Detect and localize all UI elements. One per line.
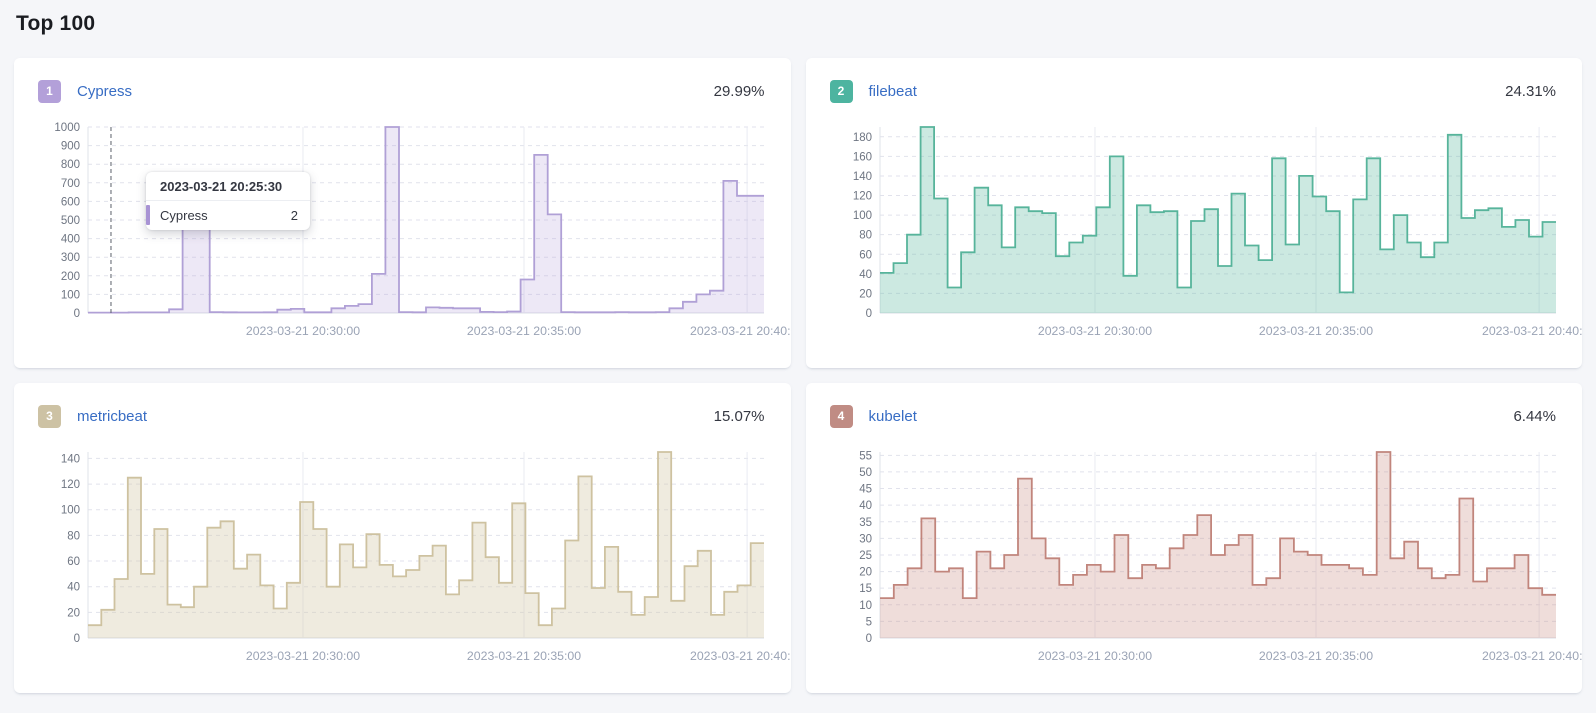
svg-text:5: 5 bbox=[865, 616, 871, 628]
rank-badge: 2 bbox=[829, 79, 853, 103]
svg-text:2023-03-21 20:40:00: 2023-03-21 20:40:00 bbox=[1482, 324, 1582, 338]
series-link-cypress[interactable]: Cypress bbox=[77, 82, 133, 100]
svg-text:40: 40 bbox=[859, 269, 872, 281]
svg-text:120: 120 bbox=[852, 191, 871, 203]
panel-header: 4 kubelet 6.44% bbox=[829, 403, 1565, 429]
svg-text:60: 60 bbox=[859, 249, 872, 261]
svg-text:2023-03-21 20:35:00: 2023-03-21 20:35:00 bbox=[467, 324, 581, 338]
svg-text:40: 40 bbox=[67, 582, 80, 594]
svg-text:20: 20 bbox=[67, 607, 80, 619]
panel-header: 1 Cypress 29.99% bbox=[38, 78, 773, 104]
svg-text:600: 600 bbox=[61, 196, 80, 208]
svg-text:0: 0 bbox=[865, 308, 871, 320]
svg-text:20: 20 bbox=[859, 567, 872, 579]
svg-text:0: 0 bbox=[74, 308, 80, 320]
svg-text:25: 25 bbox=[859, 550, 872, 562]
chart-cypress[interactable]: 0 100 200 300 400 500 600 700 800 900 1000 2023-03-… bbox=[38, 122, 790, 339]
svg-text:140: 140 bbox=[61, 453, 80, 465]
svg-text:200: 200 bbox=[61, 271, 80, 283]
svg-text:20: 20 bbox=[859, 288, 872, 300]
percent-value: 6.44% bbox=[1513, 407, 1556, 425]
chart-tooltip: 2023-03-21 20:25:30 Cypress 2 bbox=[146, 172, 310, 230]
svg-text:0: 0 bbox=[865, 633, 871, 645]
panel-header: 3 metricbeat 15.07% bbox=[38, 403, 773, 429]
svg-text:2023-03-21 20:35:00: 2023-03-21 20:35:00 bbox=[467, 649, 581, 663]
rank-badge: 1 bbox=[38, 79, 61, 103]
svg-text:35: 35 bbox=[859, 517, 872, 529]
series-link-kubelet[interactable]: kubelet bbox=[868, 407, 917, 425]
svg-text:2023-03-21 20:40:00: 2023-03-21 20:40:00 bbox=[690, 324, 790, 338]
svg-text:50: 50 bbox=[859, 467, 872, 479]
svg-text:1000: 1000 bbox=[54, 122, 80, 134]
chart-metricbeat[interactable]: 0 20 40 60 80 100 120 140 2023-03-21 20:30:00 202… bbox=[38, 448, 791, 664]
svg-text:15: 15 bbox=[859, 583, 872, 595]
svg-text:10: 10 bbox=[859, 600, 872, 612]
svg-text:100: 100 bbox=[61, 505, 80, 517]
rank-badge: 3 bbox=[38, 404, 61, 428]
svg-text:0: 0 bbox=[74, 633, 80, 645]
svg-text:2023-03-21 20:30:00: 2023-03-21 20:30:00 bbox=[246, 649, 360, 663]
svg-text:2023-03-21 20:30:00: 2023-03-21 20:30:00 bbox=[246, 324, 360, 338]
panel-filebeat: 2 filebeat 24.31% 0 20 40 60 80 100 120 140 160 1… bbox=[805, 58, 1582, 368]
svg-text:700: 700 bbox=[61, 178, 80, 190]
tooltip-timestamp: 2023-03-21 20:25:30 bbox=[146, 172, 310, 201]
series-link-filebeat[interactable]: filebeat bbox=[868, 82, 917, 100]
svg-text:60: 60 bbox=[67, 556, 80, 568]
svg-text:45: 45 bbox=[859, 484, 872, 496]
tooltip-series-marker bbox=[146, 205, 150, 225]
svg-text:2023-03-21 20:30:00: 2023-03-21 20:30:00 bbox=[1037, 324, 1151, 338]
svg-text:180: 180 bbox=[852, 132, 871, 144]
svg-text:2023-03-21 20:35:00: 2023-03-21 20:35:00 bbox=[1258, 649, 1372, 663]
series-link-metricbeat[interactable]: metricbeat bbox=[77, 407, 148, 425]
percent-value: 29.99% bbox=[713, 82, 765, 100]
chart-kubelet[interactable]: 0 5 10 15 20 25 30 35 40 45 50 55 2023-03-21 20:30:0… bbox=[830, 448, 1582, 664]
svg-text:2023-03-21 20:40:00: 2023-03-21 20:40:00 bbox=[1482, 649, 1582, 663]
panel-kubelet: 4 kubelet 6.44% 0 5 10 15 20 25 30 35 40 45 50 55 20… bbox=[805, 383, 1582, 693]
svg-text:2023-03-21 20:30:00: 2023-03-21 20:30:00 bbox=[1037, 649, 1151, 663]
percent-value: 15.07% bbox=[713, 407, 765, 425]
svg-text:30: 30 bbox=[859, 533, 872, 545]
tooltip-row: Cypress 2 bbox=[146, 201, 310, 230]
svg-text:160: 160 bbox=[852, 151, 871, 163]
svg-text:80: 80 bbox=[859, 230, 872, 242]
svg-text:2023-03-21 20:35:00: 2023-03-21 20:35:00 bbox=[1258, 324, 1372, 338]
panel-cypress: 1 Cypress 29.99% 0 100 200 300 400 500 600 700 8… bbox=[14, 58, 791, 368]
svg-text:500: 500 bbox=[61, 215, 80, 227]
svg-text:900: 900 bbox=[61, 141, 80, 153]
svg-text:80: 80 bbox=[67, 530, 80, 542]
tooltip-series-label: Cypress bbox=[160, 207, 208, 223]
svg-text:140: 140 bbox=[852, 171, 871, 183]
page-title: Top 100 bbox=[16, 12, 96, 35]
rank-badge: 4 bbox=[829, 404, 853, 428]
percent-value: 24.31% bbox=[1505, 82, 1556, 100]
chart-filebeat[interactable]: 0 20 40 60 80 100 120 140 160 180 2023-03-21 20:30… bbox=[830, 123, 1582, 339]
svg-text:300: 300 bbox=[61, 252, 80, 264]
svg-text:800: 800 bbox=[61, 159, 80, 171]
svg-text:40: 40 bbox=[859, 500, 872, 512]
svg-text:100: 100 bbox=[61, 289, 80, 301]
panel-metricbeat: 3 metricbeat 15.07% 0 20 40 60 80 100 120 140 20… bbox=[14, 383, 791, 693]
svg-text:400: 400 bbox=[61, 234, 80, 246]
svg-text:55: 55 bbox=[859, 450, 872, 462]
svg-text:100: 100 bbox=[852, 210, 871, 222]
dashboard-grid: 1 Cypress 29.99% 0 100 200 300 400 500 600 700 8… bbox=[14, 58, 1582, 693]
svg-text:2023-03-21 20:40:00: 2023-03-21 20:40:00 bbox=[690, 649, 790, 663]
panel-header: 2 filebeat 24.31% bbox=[829, 78, 1565, 104]
svg-text:120: 120 bbox=[61, 479, 80, 491]
tooltip-series-value: 2 bbox=[290, 207, 298, 223]
